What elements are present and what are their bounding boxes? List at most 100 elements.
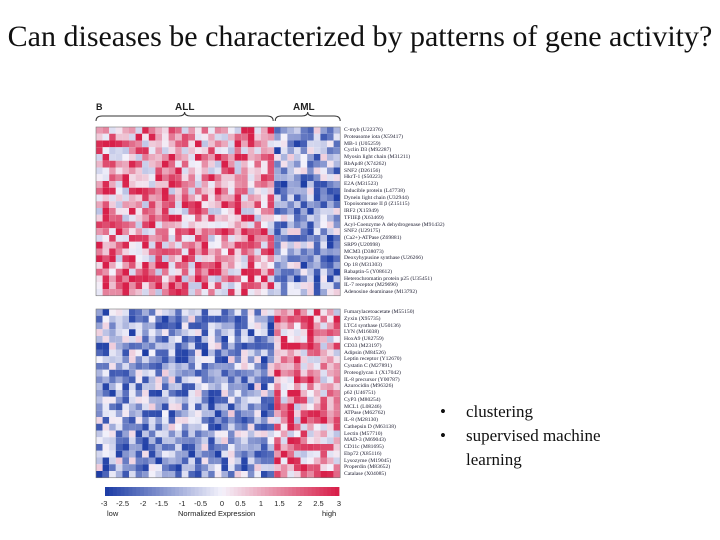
heatmap-cell: [221, 275, 228, 283]
heatmap-cell: [214, 383, 222, 390]
heatmap-cell: [208, 201, 215, 208]
heatmap-cell: [162, 248, 169, 256]
heatmap-cell: [109, 282, 116, 289]
heatmap-cell: [327, 369, 334, 377]
heatmap-cell: [129, 437, 136, 444]
gene-label: IL-8 precursor (Y00787): [344, 376, 400, 383]
heatmap-cell: [142, 410, 149, 417]
color-scale-segment: [105, 487, 110, 496]
heatmap-cell: [228, 228, 235, 235]
heatmap-cell: [294, 201, 301, 208]
heatmap-cell: [168, 147, 176, 154]
heatmap-cell: [254, 471, 261, 478]
heatmap-cell: [162, 390, 169, 397]
heatmap-cell: [333, 147, 341, 154]
heatmap-cell: [142, 329, 149, 336]
heatmap-cell: [181, 450, 189, 458]
heatmap-cell: [274, 268, 281, 276]
heatmap-cell: [162, 417, 169, 424]
heatmap-cell: [208, 369, 215, 377]
heatmap-cell: [214, 127, 222, 134]
gene-label: MB-1 (U05259): [344, 140, 381, 147]
heatmap-cell: [122, 127, 129, 134]
heatmap-cell: [313, 457, 321, 465]
heatmap-cell: [313, 221, 321, 229]
heatmap-cell: [234, 255, 242, 262]
heatmap-cell: [267, 315, 275, 323]
heatmap-cell: [142, 133, 149, 141]
heatmap-cell: [247, 356, 255, 363]
heatmap-cell: [96, 201, 103, 208]
heatmap-cell: [188, 336, 195, 343]
heatmap-cell: [287, 160, 294, 168]
heatmap-cell: [155, 228, 162, 235]
heatmap-cell: [214, 342, 222, 350]
heatmap-cell: [333, 228, 341, 235]
heatmap-cell: [115, 322, 123, 330]
heatmap-cell: [102, 154, 110, 161]
heatmap-cell: [280, 336, 288, 343]
heatmap-cell: [261, 201, 268, 208]
heatmap-cell: [129, 154, 136, 161]
color-scale-segment: [194, 487, 199, 496]
heatmap-cell: [148, 255, 156, 262]
heatmap-cell: [327, 268, 334, 276]
heatmap-cell: [214, 275, 222, 283]
heatmap-cell: [287, 410, 294, 417]
heatmap-cell: [175, 147, 182, 154]
heatmap-cell: [247, 457, 255, 465]
color-scale-segment: [307, 487, 313, 496]
heatmap-cell: [300, 160, 308, 168]
heatmap-cell: [234, 154, 242, 161]
heatmap-cell: [162, 336, 169, 343]
heatmap-cell: [241, 457, 248, 465]
heatmap-cell: [267, 248, 275, 256]
heatmap-cell: [142, 167, 149, 175]
heatmap-cell: [221, 154, 228, 161]
heatmap-cell: [102, 336, 110, 343]
heatmap-cell: [155, 471, 162, 478]
gene-label: HoxA9 (U82759): [344, 336, 384, 342]
heatmap-cell: [333, 133, 341, 141]
heatmap-cell: [188, 127, 195, 134]
heatmap-cell: [214, 282, 222, 289]
heatmap-cell: [115, 241, 123, 249]
color-scale-segment: [124, 487, 129, 496]
heatmap-cell: [115, 167, 123, 175]
heatmap-cell: [162, 410, 169, 417]
heatmap-cell: [148, 221, 156, 229]
heatmap-cell: [234, 248, 242, 256]
heatmap-cell: [162, 349, 169, 357]
heatmap-cell: [96, 471, 103, 478]
heatmap-cell: [155, 450, 162, 458]
heatmap-cell: [247, 396, 255, 404]
heatmap-cell: [228, 437, 235, 444]
heatmap-cell: [96, 309, 103, 316]
heatmap-cell: [313, 268, 321, 276]
heatmap-cell: [195, 356, 202, 363]
heatmap-cell: [254, 208, 261, 215]
heatmap-cell: [247, 417, 255, 424]
heatmap-cell: [96, 154, 103, 161]
heatmap-cell: [115, 248, 123, 256]
heatmap-cell: [102, 423, 110, 431]
heatmap-cell: [267, 376, 275, 384]
heatmap-cell: [274, 154, 281, 161]
heatmap-cell: [327, 471, 334, 478]
heatmap-cell: [195, 262, 202, 269]
heatmap-cell: [188, 187, 195, 195]
heatmap-cell: [320, 181, 327, 188]
heatmap-cell: [168, 450, 176, 458]
heatmap-cell: [214, 450, 222, 458]
color-scale-segment: [151, 487, 157, 496]
heatmap-cell: [135, 464, 143, 471]
heatmap-cell: [307, 329, 314, 336]
heatmap-cell: [327, 410, 334, 417]
heatmap-cell: [254, 154, 261, 161]
heatmap-cell: [234, 396, 242, 404]
bullet-list: • clustering • supervised machine learni…: [440, 400, 656, 472]
heatmap-cell: [307, 214, 314, 222]
heatmap-cell: [261, 437, 268, 444]
heatmap-cell: [294, 214, 301, 222]
heatmap-cell: [129, 235, 136, 242]
